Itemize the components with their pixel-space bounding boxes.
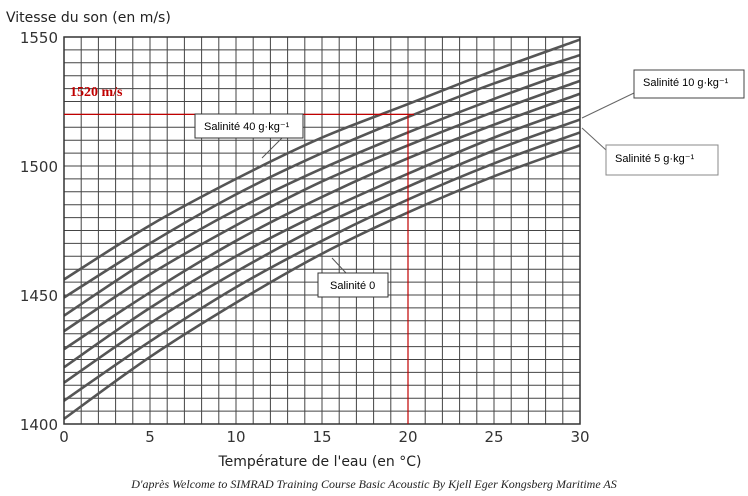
series-line-7 bbox=[63, 53, 581, 299]
label-box-5 bbox=[605, 144, 719, 176]
y-tick-label: 1400 bbox=[20, 416, 58, 434]
x-tick-label: 20 bbox=[398, 428, 417, 446]
series-line-3 bbox=[63, 105, 581, 369]
label-salinite-10: Salinité 10 g·kg⁻¹ bbox=[581, 69, 745, 119]
plot-border bbox=[63, 36, 581, 425]
x-tick-label: 15 bbox=[312, 428, 331, 446]
label-salinite-5: Salinité 5 g·kg⁻¹ bbox=[581, 127, 719, 176]
series-line-1 bbox=[63, 131, 581, 402]
label-text-5: Salinité 5 g·kg⁻¹ bbox=[615, 153, 695, 165]
grid bbox=[63, 36, 581, 425]
label-salinite-40: Salinité 40 g·kg⁻¹ bbox=[194, 113, 304, 159]
label-box-40 bbox=[194, 113, 304, 139]
x-tick-label: 5 bbox=[145, 428, 155, 446]
x-tick-label: 30 bbox=[570, 428, 589, 446]
y-tick-label: 1450 bbox=[20, 287, 58, 305]
label-salinite-0: Salinité 0 bbox=[317, 257, 389, 298]
x-tick-labels: 0 5 10 15 20 25 30 bbox=[59, 428, 589, 446]
label-box-0 bbox=[317, 272, 389, 298]
series-line-2 bbox=[63, 118, 581, 384]
x-tick-label: 10 bbox=[226, 428, 245, 446]
label-box-10 bbox=[633, 69, 745, 99]
salinity-curves bbox=[63, 38, 581, 420]
x-tick-label: 25 bbox=[484, 428, 503, 446]
pointer-line-40 bbox=[261, 136, 284, 159]
pointer-line-0 bbox=[331, 257, 347, 274]
series-line-4 bbox=[63, 92, 581, 351]
label-text-10: Salinité 10 g·kg⁻¹ bbox=[643, 77, 729, 89]
label-text-40: Salinité 40 g·kg⁻¹ bbox=[204, 121, 290, 133]
series-line-6 bbox=[63, 66, 581, 317]
pointer-line-10 bbox=[581, 92, 635, 119]
x-axis-title: Température de l'eau (en °C) bbox=[218, 454, 422, 470]
series-line-5 bbox=[63, 79, 581, 333]
series-line-8 bbox=[63, 38, 581, 281]
label-text-0: Salinité 0 bbox=[330, 280, 375, 292]
annotation-1520: 1520 m/s bbox=[70, 85, 123, 100]
y-axis-title: Vitesse du son (en m/s) bbox=[6, 10, 171, 26]
x-tick-label: 0 bbox=[59, 428, 69, 446]
source-caption: D'après Welcome to SIMRAD Training Cours… bbox=[131, 477, 617, 491]
plot-frame bbox=[63, 36, 581, 425]
y-tick-label: 1500 bbox=[20, 158, 58, 176]
pointer-line-5 bbox=[581, 127, 607, 151]
y-tick-label: 1550 bbox=[20, 29, 58, 47]
series-line-0 bbox=[63, 144, 581, 420]
y-tick-labels: 1400 1450 1500 1550 bbox=[20, 29, 58, 434]
